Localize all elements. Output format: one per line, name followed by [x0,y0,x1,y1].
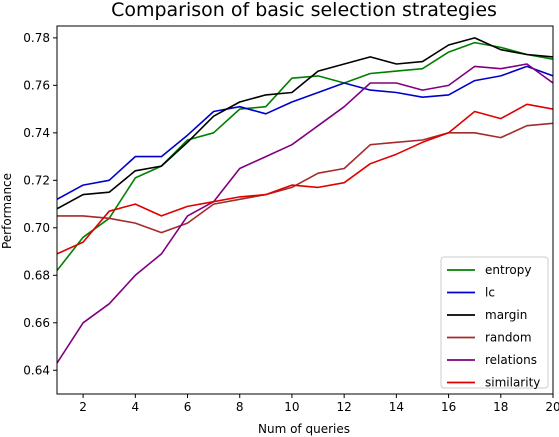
x-axis-ticks: 2 4 6 8 10 12 14 16 18 20 [79,394,559,414]
x-tick-label: 2 [79,400,87,414]
x-tick-label: 8 [236,400,244,414]
legend: entropy lc margin random relations similarity [440,256,549,390]
plot-frame [56,25,554,395]
y-axis-ticks: 0.64 0.66 0.68 0.70 0.72 0.74 0.76 0.78 [23,31,57,377]
x-tick-label: 12 [337,400,352,414]
y-tick-label: 0.70 [23,221,50,235]
series-line-entropy [57,41,553,271]
legend-label-lc: lc [485,286,495,300]
x-tick-label: 4 [131,400,139,414]
series-line-lc [57,65,553,201]
axes [56,25,554,395]
y-tick-label: 0.68 [23,268,50,282]
x-tick-label: 10 [284,400,299,414]
y-tick-label: 0.74 [23,126,50,140]
x-tick-label: 16 [441,400,456,414]
series-line-relations [57,63,553,364]
x-tick-label: 20 [545,400,559,414]
y-tick-label: 0.76 [23,78,50,92]
legend-label-entropy: entropy [485,263,531,277]
legend-box [440,256,549,389]
plot-series [57,37,553,364]
y-tick-label: 0.64 [23,363,50,377]
legend-label-margin: margin [485,308,527,322]
chart-title: Comparison of basic selection strategies [111,0,497,21]
y-axis-label: Performance [0,173,14,249]
y-tick-label: 0.78 [23,31,50,45]
y-tick-label: 0.72 [23,173,50,187]
legend-label-relations: relations [485,353,537,367]
series-line-margin [57,37,553,210]
legend-label-random: random [485,331,532,345]
x-tick-label: 6 [184,400,192,414]
y-tick-label: 0.66 [23,316,50,330]
series-line-similarity [57,103,553,255]
x-axis-label: Num of queries [258,422,350,436]
legend-label-similarity: similarity [485,376,540,390]
x-tick-label: 18 [493,400,508,414]
x-tick-label: 14 [389,400,404,414]
series-line-random [57,122,553,234]
